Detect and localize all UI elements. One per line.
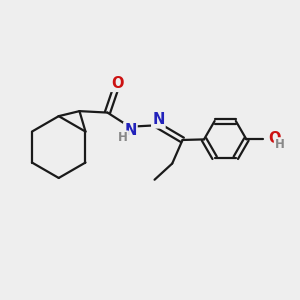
Text: H: H	[275, 138, 285, 151]
Text: N: N	[124, 123, 136, 138]
Text: H: H	[118, 131, 128, 144]
Text: N: N	[152, 112, 165, 128]
Text: O: O	[111, 76, 123, 91]
Text: O: O	[268, 131, 280, 146]
